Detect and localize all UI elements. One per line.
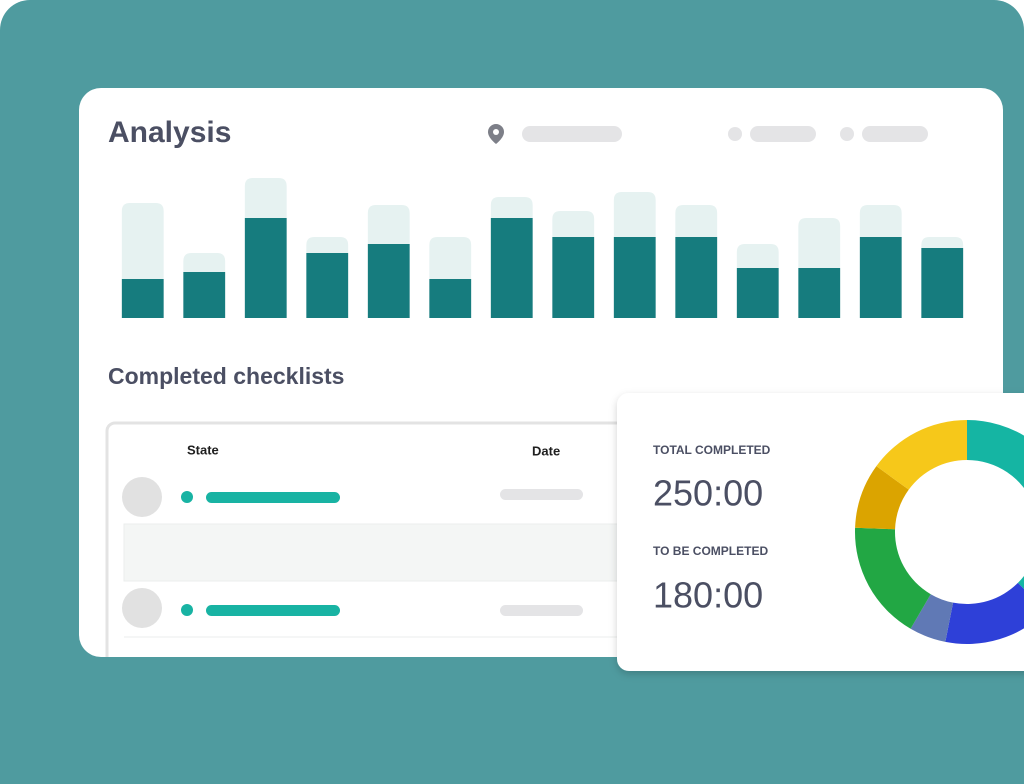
- placeholder: [750, 126, 816, 142]
- bar-segment: [859, 237, 902, 318]
- toolbar: [488, 124, 928, 144]
- bar-segment: [244, 218, 287, 318]
- avatar: [122, 477, 162, 517]
- donut-segment: [945, 582, 1024, 644]
- stat-label: TO BE COMPLETED: [653, 544, 768, 558]
- bar-segment: [921, 237, 964, 248]
- donut-chart: [855, 420, 1024, 644]
- bar-segment: [306, 237, 349, 253]
- table: State Date: [105, 421, 669, 685]
- bar-segment: [675, 237, 718, 318]
- bar-chart: [121, 178, 964, 318]
- placeholder: [206, 605, 340, 616]
- placeholder: [522, 126, 622, 142]
- bar-segment: [121, 279, 164, 318]
- placeholder: [206, 492, 340, 503]
- bar-segment: [921, 248, 964, 318]
- bar-segment: [244, 178, 287, 218]
- bar-segment: [490, 197, 533, 218]
- status-dot: [181, 491, 193, 503]
- background-mask: [0, 657, 1024, 784]
- section-title: Completed checklists: [108, 363, 344, 389]
- placeholder-dot: [840, 127, 854, 141]
- bar-segment: [490, 218, 533, 318]
- placeholder-dot: [728, 127, 742, 141]
- bar-segment: [613, 192, 656, 237]
- bar-segment: [121, 203, 164, 279]
- bar-segment: [367, 205, 410, 244]
- bar-segment: [183, 272, 226, 318]
- bar-segment: [859, 205, 902, 237]
- bar-segment: [552, 211, 595, 237]
- bar-segment: [552, 237, 595, 318]
- donut-segment: [910, 594, 954, 642]
- bar-segment: [675, 205, 718, 237]
- donut-segment: [855, 466, 909, 530]
- bar-segment: [306, 253, 349, 318]
- status-dot: [181, 604, 193, 616]
- location-dot: [493, 129, 499, 135]
- bar-segment: [798, 218, 841, 268]
- stat-value: 180:00: [653, 575, 763, 616]
- bar-segment: [736, 244, 779, 268]
- placeholder: [500, 489, 583, 500]
- column-header: State: [187, 442, 219, 457]
- avatar: [122, 588, 162, 628]
- card-title: Analysis: [108, 116, 231, 149]
- donut-segment: [855, 527, 931, 629]
- bar-segment: [367, 244, 410, 318]
- column-header: Date: [532, 443, 560, 458]
- donut-segment: [876, 420, 967, 490]
- stat-value: 250:00: [653, 473, 763, 514]
- bar-segment: [736, 268, 779, 318]
- bar-segment: [429, 279, 472, 318]
- stat-label: TOTAL COMPLETED: [653, 443, 771, 457]
- bar-segment: [613, 237, 656, 318]
- bar-segment: [798, 268, 841, 318]
- donut-segment: [967, 420, 1024, 590]
- placeholder: [862, 126, 928, 142]
- bar-segment: [429, 237, 472, 279]
- placeholder: [500, 605, 583, 616]
- table-row[interactable]: [123, 523, 645, 582]
- bar-segment: [183, 253, 226, 272]
